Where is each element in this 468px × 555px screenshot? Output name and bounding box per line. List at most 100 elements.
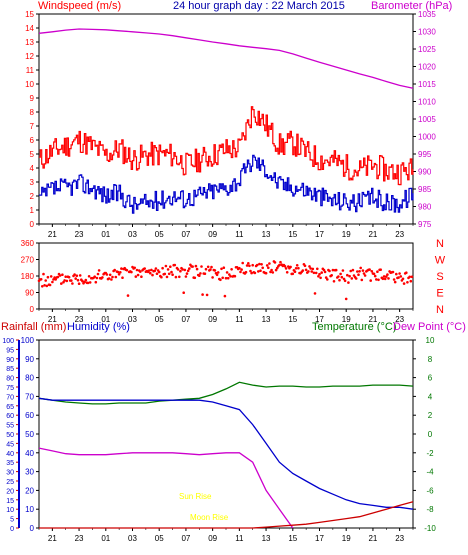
temp-panel-frame (38, 339, 414, 529)
rainfall-tick-label: 0 (10, 526, 14, 533)
dir-x-tick-label: 23 (75, 315, 84, 324)
direction-point (363, 274, 367, 277)
temperature-tick-label: 2 (428, 411, 433, 420)
direction-point (183, 268, 187, 272)
direction-point (239, 270, 242, 274)
direction-point (341, 269, 345, 272)
direction-point (265, 264, 269, 267)
windspeed-tick-label: 14 (25, 24, 34, 33)
dewpoint-series-line (38, 447, 294, 529)
direction-point (346, 273, 349, 277)
dir-x-tick-label: 05 (155, 315, 164, 324)
direction-point (343, 279, 347, 283)
direction-point (70, 279, 73, 282)
direction-point (51, 280, 54, 284)
barometer-tick-label: 980 (418, 203, 432, 212)
direction-point (385, 275, 388, 278)
direction-point (157, 270, 161, 274)
direction-point (310, 270, 314, 273)
wind-x-tick-label: 03 (128, 230, 137, 239)
direction-point (147, 269, 151, 272)
direction-point (179, 269, 182, 273)
windspeed-tick-label: 0 (30, 220, 35, 229)
direction-point (297, 266, 300, 270)
temperature-tick-label: -8 (426, 505, 434, 514)
direction-point (195, 267, 199, 271)
rainfall-tick-label: 90 (6, 357, 14, 364)
direction-tick-label: 180 (21, 272, 35, 281)
direction-point (160, 275, 163, 279)
direction-point (392, 278, 396, 281)
direction-point (357, 273, 360, 277)
direction-point (326, 278, 329, 281)
direction-point (46, 275, 50, 279)
rainfall-tick-label: 75 (6, 385, 14, 392)
direction-point (391, 270, 395, 274)
direction-point (317, 275, 320, 278)
temp-x-tick-label: 23 (75, 534, 84, 543)
direction-point (267, 266, 270, 270)
direction-point (312, 271, 316, 275)
direction-point (241, 261, 244, 265)
temperature-tick-label: 10 (426, 336, 435, 345)
wind-x-tick-label: 23 (75, 230, 84, 239)
direction-point (78, 274, 82, 277)
barometer-tick-label: 985 (418, 185, 432, 194)
direction-point (338, 278, 341, 282)
direction-point (191, 265, 194, 268)
temperature-tick-label: -6 (426, 486, 434, 495)
direction-point (94, 280, 98, 284)
direction-point (223, 294, 227, 298)
wind-x-tick-label: 09 (208, 230, 217, 239)
direction-point (229, 275, 232, 278)
direction-tick-label: 360 (21, 239, 35, 248)
humidity-tick-label: 0 (30, 524, 35, 533)
direction-point (188, 267, 191, 270)
direction-point (166, 268, 170, 271)
direction-point (360, 278, 364, 282)
rainfall-tick-label: 85 (6, 366, 14, 373)
direction-point (116, 270, 120, 274)
rainfall-tick-label: 50 (6, 432, 14, 439)
wind-x-tick-label: 23 (395, 230, 404, 239)
direction-point (101, 276, 104, 279)
barometer-tick-label: 1005 (418, 115, 436, 124)
rainfall-tick-label: 40 (6, 451, 14, 458)
barometer-tick-label: 995 (418, 150, 432, 159)
direction-point (178, 275, 181, 279)
windspeed-tick-label: 12 (25, 52, 34, 61)
temp-x-tick-label: 19 (342, 534, 351, 543)
direction-point (86, 281, 90, 285)
direction-point (248, 264, 251, 268)
rainfall-tick-label: 35 (6, 460, 14, 467)
direction-point (383, 277, 387, 281)
direction-point (48, 283, 52, 287)
direction-point (284, 267, 288, 270)
direction-point (376, 270, 379, 274)
direction-point (405, 271, 408, 275)
direction-point (105, 273, 109, 276)
direction-point (278, 263, 281, 267)
humidity-tick-label: 20 (25, 486, 34, 495)
windspeed-label: Windspeed (m/s) (38, 0, 121, 12)
humidity-tick-label: 90 (25, 355, 34, 364)
direction-point (93, 275, 96, 279)
direction-point (361, 269, 365, 272)
windspeed-tick-label: 7 (30, 122, 35, 131)
direction-point (259, 269, 262, 273)
rainfall-tick-label: 65 (6, 404, 14, 411)
windspeed-tick-label: 10 (25, 80, 34, 89)
direction-point (261, 266, 265, 270)
sun-rise-annotation: Sun Rise (179, 492, 212, 501)
rainfall-tick-label: 80 (6, 376, 14, 383)
direction-points (37, 260, 414, 301)
moon-rise-annotation: Moon Rise (190, 513, 229, 522)
direction-point (293, 270, 297, 274)
direction-point (201, 293, 204, 296)
direction-point (224, 276, 228, 280)
direction-point (45, 284, 49, 288)
direction-point (121, 276, 124, 280)
direction-point (354, 277, 358, 280)
barometer-tick-label: 1035 (418, 10, 436, 19)
direction-point (63, 279, 66, 282)
